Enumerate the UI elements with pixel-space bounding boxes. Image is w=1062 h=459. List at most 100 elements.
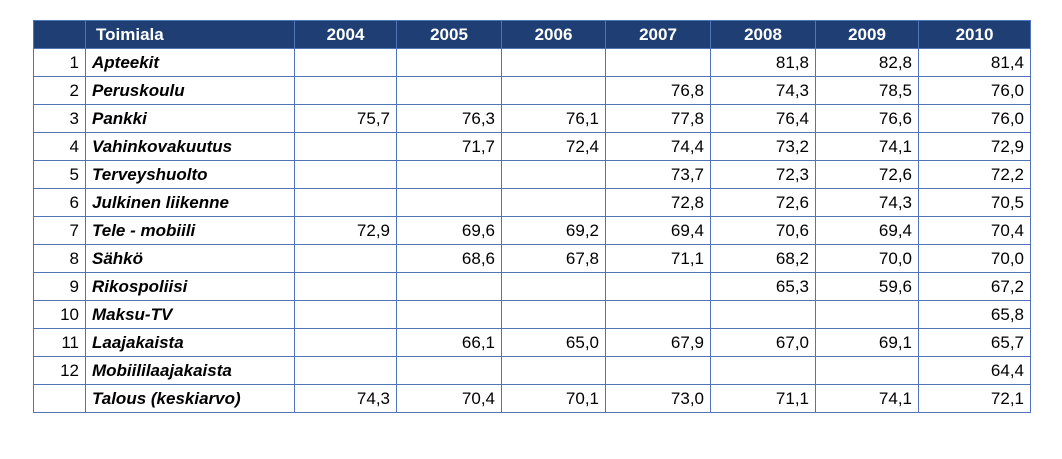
value-cell: 73,2 — [710, 132, 816, 161]
table-row: 1 Apteekit 81,8 82,8 81,4 — [33, 48, 1031, 77]
value-cell: 77,8 — [605, 104, 711, 133]
value-cell — [815, 356, 919, 385]
row-index: 10 — [33, 300, 86, 329]
value-cell: 72,4 — [501, 132, 606, 161]
value-cell: 74,3 — [815, 188, 919, 217]
value-cell — [396, 356, 502, 385]
header-year: 2005 — [396, 20, 502, 49]
value-cell: 70,6 — [710, 216, 816, 245]
table-row: Talous (keskiarvo) 74,3 70,4 70,1 73,0 71,1 74… — [33, 384, 1031, 413]
value-cell: 76,3 — [396, 104, 502, 133]
value-cell: 73,0 — [605, 384, 711, 413]
value-cell: 73,7 — [605, 160, 711, 189]
value-cell: 71,7 — [396, 132, 502, 161]
value-cell — [501, 300, 606, 329]
value-cell — [396, 48, 502, 77]
value-cell: 64,4 — [918, 356, 1031, 385]
value-cell: 72,1 — [918, 384, 1031, 413]
row-index: 11 — [33, 328, 86, 357]
value-cell: 74,3 — [710, 76, 816, 105]
value-cell: 70,1 — [501, 384, 606, 413]
value-cell: 76,4 — [710, 104, 816, 133]
table-row: 6 Julkinen liikenne 72,8 72,6 74,3 70,5 — [33, 188, 1031, 217]
table-row: 8 Sähkö 68,6 67,8 71,1 68,2 70,0 70,0 — [33, 244, 1031, 273]
value-cell — [294, 300, 397, 329]
industry-name: Vahinkovakuutus — [85, 132, 295, 161]
value-cell: 72,9 — [918, 132, 1031, 161]
table-body: 1 Apteekit 81,8 82,8 81,4 2 Peruskoulu 76,8 74,3… — [33, 48, 1031, 413]
value-cell: 66,1 — [396, 328, 502, 357]
value-cell: 67,0 — [710, 328, 816, 357]
value-cell: 65,8 — [918, 300, 1031, 329]
value-cell: 70,4 — [396, 384, 502, 413]
value-cell — [294, 356, 397, 385]
value-cell — [294, 132, 397, 161]
value-cell — [815, 300, 919, 329]
table-row: 4 Vahinkovakuutus 71,7 72,4 74,4 73,2 74,1 72,9 — [33, 132, 1031, 161]
table-row: 3 Pankki 75,7 76,3 76,1 77,8 76,4 76,6 76,0 — [33, 104, 1031, 133]
value-cell: 74,3 — [294, 384, 397, 413]
value-cell: 69,2 — [501, 216, 606, 245]
header-year: 2007 — [605, 20, 711, 49]
header-year: 2010 — [918, 20, 1031, 49]
value-cell: 76,1 — [501, 104, 606, 133]
header-index — [33, 20, 86, 49]
value-cell: 65,3 — [710, 272, 816, 301]
table-row: 9 Rikospoliisi 65,3 59,6 67,2 — [33, 272, 1031, 301]
value-cell — [294, 188, 397, 217]
value-cell: 70,5 — [918, 188, 1031, 217]
industry-name: Apteekit — [85, 48, 295, 77]
value-cell: 71,1 — [605, 244, 711, 273]
value-cell: 76,0 — [918, 76, 1031, 105]
value-cell — [501, 48, 606, 77]
header-toimiala: Toimiala — [85, 20, 295, 49]
value-cell — [605, 48, 711, 77]
value-cell — [710, 300, 816, 329]
header-year: 2006 — [501, 20, 606, 49]
value-cell: 72,6 — [710, 188, 816, 217]
table-row: 12 Mobiililaajakaista 64,4 — [33, 356, 1031, 385]
value-cell: 70,0 — [815, 244, 919, 273]
industry-name: Peruskoulu — [85, 76, 295, 105]
value-cell — [396, 188, 502, 217]
value-cell — [396, 76, 502, 105]
row-index — [33, 384, 86, 413]
row-index: 2 — [33, 76, 86, 105]
table-row: 10 Maksu-TV 65,8 — [33, 300, 1031, 329]
value-cell — [605, 356, 711, 385]
value-cell: 76,6 — [815, 104, 919, 133]
value-cell: 78,5 — [815, 76, 919, 105]
value-cell: 67,8 — [501, 244, 606, 273]
table-row: 11 Laajakaista 66,1 65,0 67,9 67,0 69,1 65,7 — [33, 328, 1031, 357]
value-cell: 76,0 — [918, 104, 1031, 133]
value-cell: 72,2 — [918, 160, 1031, 189]
value-cell: 67,9 — [605, 328, 711, 357]
value-cell — [294, 76, 397, 105]
value-cell — [501, 356, 606, 385]
value-cell: 68,6 — [396, 244, 502, 273]
value-cell: 68,2 — [710, 244, 816, 273]
value-cell: 59,6 — [815, 272, 919, 301]
table-row: 5 Terveyshuolto 73,7 72,3 72,6 72,2 — [33, 160, 1031, 189]
value-cell: 70,4 — [918, 216, 1031, 245]
value-cell: 75,7 — [294, 104, 397, 133]
row-index: 3 — [33, 104, 86, 133]
value-cell: 72,3 — [710, 160, 816, 189]
row-index: 8 — [33, 244, 86, 273]
value-cell: 69,4 — [605, 216, 711, 245]
value-cell: 72,8 — [605, 188, 711, 217]
table-row: 7 Tele - mobiili 72,9 69,6 69,2 69,4 70,6 69,4 7… — [33, 216, 1031, 245]
row-index: 9 — [33, 272, 86, 301]
value-cell: 65,0 — [501, 328, 606, 357]
value-cell: 65,7 — [918, 328, 1031, 357]
row-index: 12 — [33, 356, 86, 385]
value-cell — [294, 244, 397, 273]
row-index: 5 — [33, 160, 86, 189]
value-cell — [396, 300, 502, 329]
value-cell: 74,4 — [605, 132, 711, 161]
value-cell: 82,8 — [815, 48, 919, 77]
value-cell: 76,8 — [605, 76, 711, 105]
header-row: Toimiala 2004 2005 2006 2007 2008 2009 2… — [33, 20, 1031, 49]
value-cell: 69,6 — [396, 216, 502, 245]
value-cell: 71,1 — [710, 384, 816, 413]
